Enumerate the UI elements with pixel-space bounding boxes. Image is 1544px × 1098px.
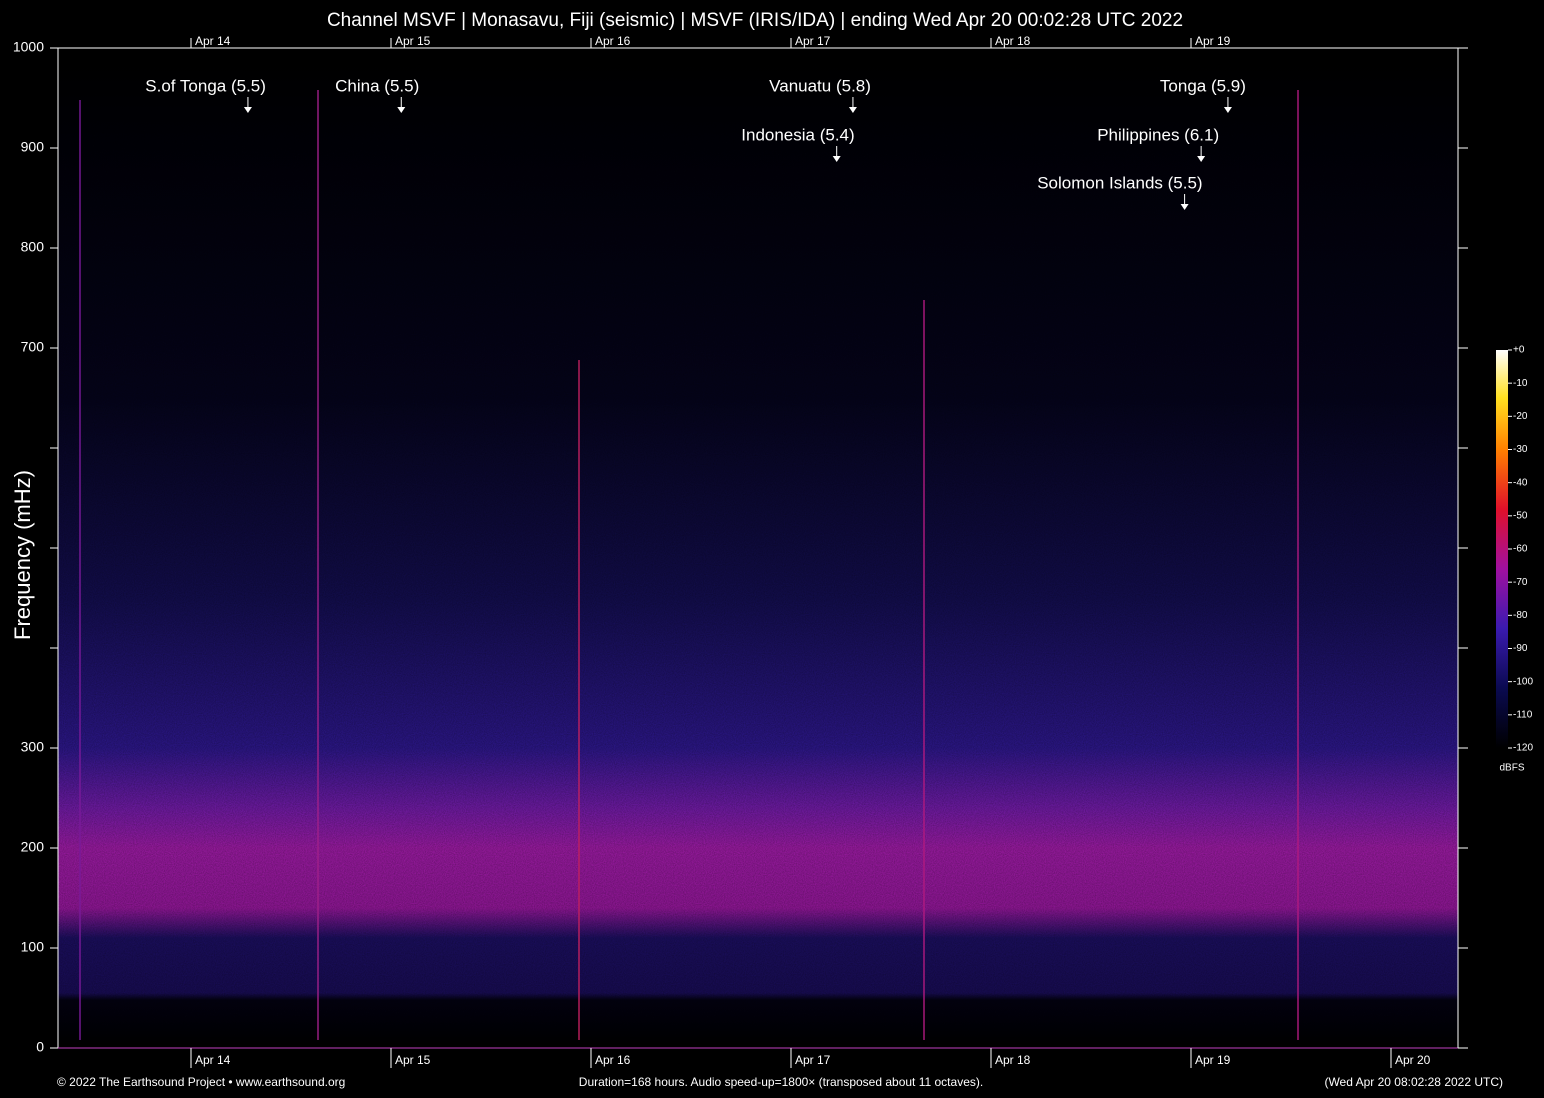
colorbar-label: dBFS bbox=[1499, 763, 1524, 774]
annotation-label: Indonesia (5.4) bbox=[741, 125, 854, 144]
spectrogram-noise bbox=[58, 48, 1458, 1048]
colorbar-tick-label: -80 bbox=[1513, 610, 1528, 621]
colorbar-tick-label: -50 bbox=[1513, 510, 1528, 521]
y-tick-label: 300 bbox=[21, 739, 45, 755]
y-tick-label: 700 bbox=[21, 339, 45, 355]
x-tick-label: Apr 17 bbox=[795, 1053, 831, 1067]
annotation-arrowhead bbox=[397, 107, 406, 113]
annotation-label: Vanuatu (5.8) bbox=[769, 76, 871, 95]
annotation-arrowhead bbox=[1223, 107, 1232, 113]
x-tick-label: Apr 18 bbox=[995, 1053, 1031, 1067]
y-tick-label: 100 bbox=[21, 939, 45, 955]
x-tick-label: Apr 19 bbox=[1195, 1053, 1231, 1067]
colorbar-tick-label: -10 bbox=[1513, 378, 1528, 389]
x-tick-label: Apr 15 bbox=[395, 1053, 431, 1067]
x-tick-label: Apr 20 bbox=[1395, 1053, 1431, 1067]
colorbar-tick-label: +0 bbox=[1513, 345, 1525, 356]
colorbar-tick-label: -70 bbox=[1513, 577, 1528, 588]
top-x-tick-label: Apr 16 bbox=[595, 34, 631, 48]
colorbar-tick-label: -60 bbox=[1513, 544, 1528, 555]
colorbar-tick-label: -110 bbox=[1513, 709, 1533, 720]
annotation-arrowhead bbox=[832, 156, 841, 162]
annotation-label: Philippines (6.1) bbox=[1097, 125, 1219, 144]
annotation-label: Solomon Islands (5.5) bbox=[1037, 173, 1202, 192]
chart-title: Channel MSVF | Monasavu, Fiji (seismic) … bbox=[327, 10, 1183, 31]
top-x-tick-label: Apr 17 bbox=[795, 34, 831, 48]
annotation-arrowhead bbox=[848, 107, 857, 113]
top-x-tick-label: Apr 15 bbox=[395, 34, 431, 48]
footer-center: Duration=168 hours. Audio speed-up=1800×… bbox=[579, 1075, 983, 1089]
y-tick-label: 0 bbox=[36, 1039, 44, 1055]
annotation-label: S.of Tonga (5.5) bbox=[145, 76, 266, 95]
x-tick-label: Apr 14 bbox=[195, 1053, 231, 1067]
top-x-tick-label: Apr 14 bbox=[195, 34, 231, 48]
y-tick-label: 200 bbox=[21, 839, 45, 855]
colorbar-tick-label: -120 bbox=[1513, 743, 1533, 754]
x-tick-label: Apr 16 bbox=[595, 1053, 631, 1067]
y-tick-label: 1000 bbox=[13, 39, 44, 55]
annotation-arrowhead bbox=[1197, 156, 1206, 162]
y-axis-label: Frequency (mHz) bbox=[10, 470, 35, 640]
top-x-tick-label: Apr 19 bbox=[1195, 34, 1231, 48]
annotation-arrowhead bbox=[243, 107, 252, 113]
colorbar-tick-label: -40 bbox=[1513, 477, 1528, 488]
top-x-tick-label: Apr 18 bbox=[995, 34, 1031, 48]
annotation-arrowhead bbox=[1180, 204, 1189, 210]
colorbar-tick-label: -90 bbox=[1513, 643, 1528, 654]
event-streaks bbox=[79, 90, 1299, 1040]
y-tick-label: 800 bbox=[21, 239, 45, 255]
colorbar bbox=[1496, 350, 1508, 748]
footer-right: (Wed Apr 20 08:02:28 2022 UTC) bbox=[1324, 1075, 1503, 1089]
annotation-label: China (5.5) bbox=[335, 76, 419, 95]
annotation-label: Tonga (5.9) bbox=[1160, 76, 1246, 95]
colorbar-tick-label: -20 bbox=[1513, 411, 1528, 422]
y-tick-label: 900 bbox=[21, 139, 45, 155]
colorbar-tick-label: -30 bbox=[1513, 444, 1528, 455]
colorbar-tick-label: -100 bbox=[1513, 676, 1533, 687]
footer-left: © 2022 The Earthsound Project • www.eart… bbox=[57, 1075, 345, 1089]
